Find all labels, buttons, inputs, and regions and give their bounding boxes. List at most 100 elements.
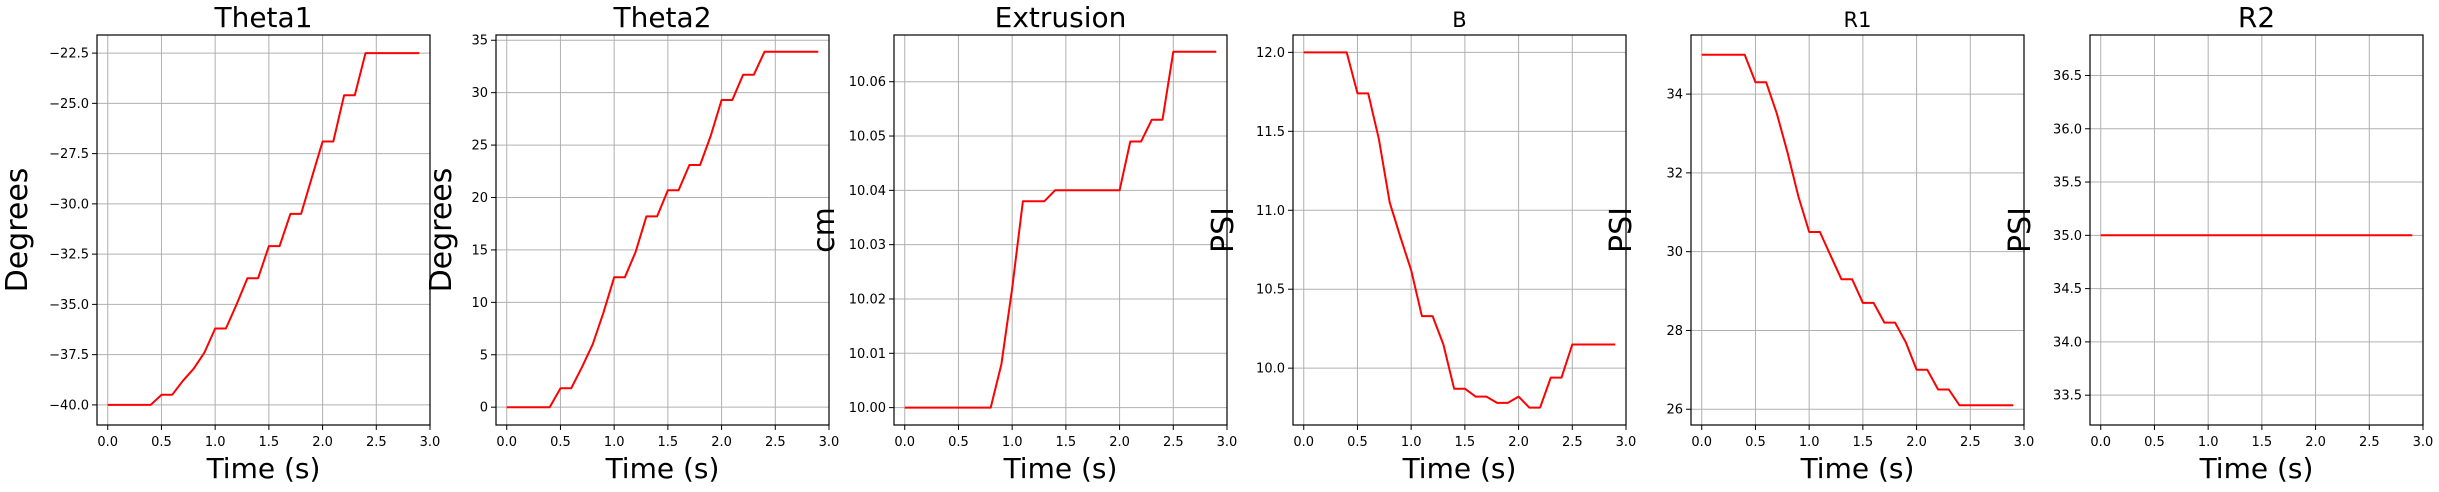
y-axis-label: Degrees <box>0 168 35 293</box>
chart-title: B <box>1452 8 1466 32</box>
x-axis-label: Time (s) <box>605 452 720 485</box>
subplot-4: 0.0 0.5 1.0 1.5 2.0 2.5 3.0 10.0 10.5 11.0 11.5 12.… <box>1206 8 1636 485</box>
chart-title: Theta2 <box>612 1 711 34</box>
y-tick-label: 25 <box>471 139 488 154</box>
y-tick-label: 10.00 <box>849 401 886 416</box>
axes-frame <box>2089 34 2424 426</box>
x-tick-label: 2.5 <box>366 435 387 450</box>
axes-frame <box>495 34 830 426</box>
y-tick-label: 10 <box>471 296 488 311</box>
subplot-1: 0.0 0.5 1.0 1.5 2.0 2.5 3.0 −40.0 −37.5 −35.0 −32.… <box>0 1 440 485</box>
chart-title: R2 <box>2238 1 2275 34</box>
x-tick-label: 0.0 <box>97 435 118 450</box>
x-tick-label: 3.0 <box>819 435 840 450</box>
subplot-6: 0.0 0.5 1.0 1.5 2.0 2.5 3.0 33.5 34.0 34.5 35.0 35.… <box>2003 1 2433 485</box>
y-tick-label: 20 <box>471 191 488 206</box>
x-tick-label: 0.0 <box>894 435 915 450</box>
x-tick-label: 3.0 <box>420 435 441 450</box>
y-tick-label: −30.0 <box>49 197 89 212</box>
x-tick-label: 0.5 <box>1347 435 1368 450</box>
x-tick-label: 3.0 <box>1616 435 1637 450</box>
x-tick-label: 2.0 <box>1906 435 1927 450</box>
y-axis-label: PSI <box>1206 207 1241 253</box>
y-tick-label: 26 <box>1666 403 1683 418</box>
axes-frame <box>1690 34 2025 426</box>
x-tick-label: 0.0 <box>496 435 517 450</box>
y-tick-label: 28 <box>1666 324 1683 339</box>
data-line <box>506 50 819 409</box>
x-tick-label: 1.0 <box>2198 435 2219 450</box>
y-tick-label: −32.5 <box>49 248 89 263</box>
y-tick-label: 0 <box>480 401 488 416</box>
x-tick-label: 2.0 <box>1508 435 1529 450</box>
y-tick-label: 35 <box>471 34 488 49</box>
x-tick-label: 2.0 <box>2305 435 2326 450</box>
y-tick-label: 10.02 <box>849 292 886 307</box>
x-tick-label: 1.5 <box>658 435 679 450</box>
x-tick-label: 1.0 <box>1401 435 1422 450</box>
x-tick-label: 1.5 <box>259 435 280 450</box>
x-tick-label: 1.0 <box>1002 435 1023 450</box>
chart-title: Extrusion <box>995 1 1127 34</box>
x-tick-label: 0.5 <box>2144 435 2165 450</box>
y-tick-label: −27.5 <box>49 147 89 162</box>
x-tick-label: 1.5 <box>2252 435 2273 450</box>
x-tick-label: 2.5 <box>2359 435 2380 450</box>
y-axis-label: Degrees <box>424 168 459 293</box>
x-tick-label: 3.0 <box>1217 435 1238 450</box>
x-axis-label: Time (s) <box>206 452 321 485</box>
x-axis-label: Time (s) <box>2199 452 2314 485</box>
x-tick-label: 3.0 <box>2413 435 2434 450</box>
y-tick-label: 36.0 <box>2053 122 2082 137</box>
y-tick-label: 10.0 <box>1256 362 1285 377</box>
x-tick-label: 2.0 <box>1109 435 1130 450</box>
y-tick-label: 34 <box>1666 88 1683 103</box>
y-tick-label: 34.0 <box>2053 335 2082 350</box>
y-tick-label: 11.5 <box>1256 125 1285 140</box>
x-tick-label: 1.0 <box>205 435 226 450</box>
y-tick-label: 11.0 <box>1256 204 1285 219</box>
subplot-5: 0.0 0.5 1.0 1.5 2.0 2.5 3.0 26 28 30 32 34 R1 Time (s… <box>1604 8 2034 485</box>
y-tick-label: 10.05 <box>849 130 886 145</box>
x-tick-label: 0.5 <box>550 435 571 450</box>
data-line <box>1303 51 1616 409</box>
x-tick-label: 0.0 <box>2090 435 2111 450</box>
subplot-3: 0.0 0.5 1.0 1.5 2.0 2.5 3.0 10.00 10.01 10.02 10.0… <box>807 1 1237 485</box>
x-tick-label: 0.5 <box>948 435 969 450</box>
y-tick-label: −40.0 <box>49 398 89 413</box>
y-tick-label: −22.5 <box>49 47 89 62</box>
y-tick-label: 33.5 <box>2053 389 2082 404</box>
x-tick-label: 1.0 <box>1799 435 1820 450</box>
subplot-2: 0.0 0.5 1.0 1.5 2.0 2.5 3.0 0 5 10 15 20 25 30 35 Theta… <box>424 1 839 485</box>
x-tick-label: 2.5 <box>765 435 786 450</box>
y-tick-label: 10.01 <box>849 347 886 362</box>
y-tick-label: −37.5 <box>49 348 89 363</box>
y-tick-label: 12.0 <box>1256 46 1285 61</box>
x-tick-label: 1.5 <box>1056 435 1077 450</box>
x-tick-label: 3.0 <box>2014 435 2035 450</box>
data-line <box>1701 53 2014 407</box>
y-tick-label: 10.06 <box>849 75 886 90</box>
y-tick-label: 5 <box>480 348 488 363</box>
y-axis-label: PSI <box>1604 207 1639 253</box>
data-line <box>904 50 1217 409</box>
chart-title: Theta1 <box>213 1 312 34</box>
y-tick-label: 32 <box>1666 166 1683 181</box>
x-tick-label: 2.5 <box>1960 435 1981 450</box>
x-tick-label: 2.5 <box>1562 435 1583 450</box>
x-axis-label: Time (s) <box>1003 452 1118 485</box>
x-axis-label: Time (s) <box>1402 452 1517 485</box>
axes-frame <box>96 34 431 426</box>
x-tick-label: 2.0 <box>312 435 333 450</box>
x-tick-label: 1.5 <box>1853 435 1874 450</box>
x-tick-label: 0.5 <box>151 435 172 450</box>
x-tick-label: 1.5 <box>1455 435 1476 450</box>
y-tick-label: 10.04 <box>849 184 886 199</box>
chart-title: R1 <box>1844 8 1872 32</box>
y-tick-label: 35.5 <box>2053 176 2082 191</box>
x-tick-label: 0.5 <box>1745 435 1766 450</box>
y-tick-label: 30 <box>471 86 488 101</box>
y-axis-label: cm <box>807 207 842 253</box>
x-axis-label: Time (s) <box>1800 452 1915 485</box>
